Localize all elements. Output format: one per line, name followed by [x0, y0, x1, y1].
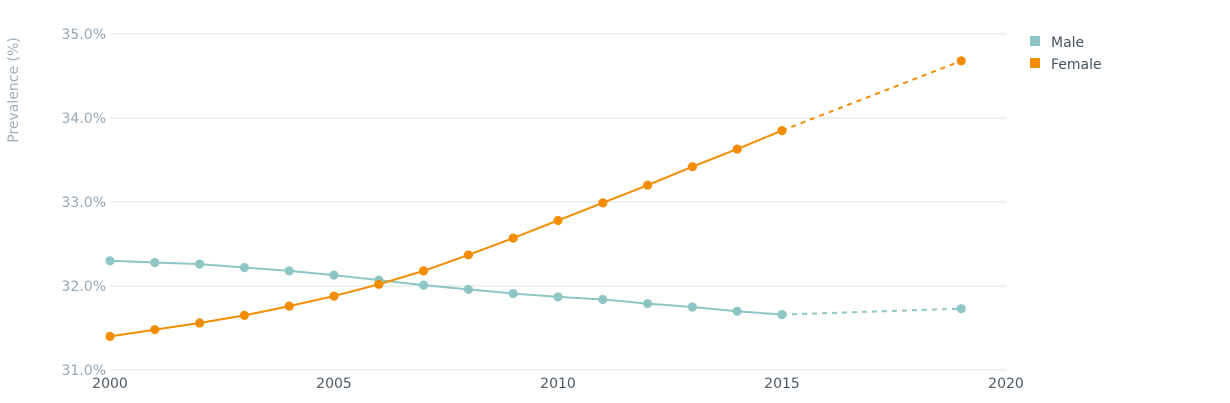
- legend-label: Female: [1051, 57, 1102, 73]
- series-point: [239, 262, 249, 273]
- y-tick-label: 35.0%: [62, 27, 106, 43]
- legend-layer: Male Female: [1030, 35, 1102, 73]
- x-tick-label: 2015: [764, 376, 800, 392]
- series-point: [732, 144, 742, 154]
- series-point: [956, 304, 966, 314]
- series-point: [105, 331, 115, 341]
- series-point: [687, 162, 698, 172]
- series-point: [329, 270, 339, 280]
- series-point: [777, 126, 787, 136]
- series-point: [956, 56, 966, 66]
- y-tick-label: 32.0%: [62, 279, 106, 295]
- x-tick-label: 2000: [92, 376, 128, 392]
- y-tick-label: 31.0%: [62, 363, 106, 379]
- x-tick-label: 2005: [316, 376, 352, 392]
- legend-label: Male: [1051, 35, 1084, 51]
- series-point: [195, 318, 205, 328]
- series-point: [195, 259, 205, 269]
- series-line: [109, 259, 783, 316]
- legend-swatch: [1030, 36, 1040, 46]
- series-point: [284, 266, 294, 276]
- x-tick-label: 2010: [540, 376, 576, 392]
- series-point: [598, 294, 608, 305]
- series-group: [105, 56, 966, 341]
- legend-swatch: [1030, 58, 1040, 68]
- series-layer: [105, 56, 966, 341]
- series-point: [508, 288, 518, 299]
- series-point: [105, 256, 115, 266]
- series-point: [643, 299, 653, 309]
- series-point: [463, 250, 473, 260]
- series-projection-line: [781, 307, 962, 316]
- y-tick-label: 33.0%: [62, 195, 106, 211]
- series-point: [150, 257, 160, 268]
- series-point: [777, 309, 787, 320]
- series-point: [732, 306, 742, 316]
- series-point: [329, 291, 339, 301]
- series-group: [105, 256, 966, 320]
- series-point: [553, 215, 563, 226]
- y-tick-label: 34.0%: [62, 111, 106, 127]
- series-point: [374, 279, 384, 289]
- series-point: [598, 198, 608, 208]
- axis-layer: 31.0% 32.0% 33.0% 34.0% 35.0% 2000 2005 2010 201…: [62, 27, 1024, 392]
- series-point: [284, 301, 294, 311]
- series-point: [643, 180, 653, 190]
- series-point: [419, 280, 429, 290]
- series-point: [687, 302, 698, 312]
- x-tick-label: 2020: [988, 376, 1024, 392]
- series-point: [553, 292, 563, 302]
- y-axis-label: Prevalence (%): [6, 37, 22, 143]
- series-point: [508, 233, 518, 243]
- series-point: [150, 325, 160, 335]
- grid-layer: [110, 33, 1006, 371]
- series-point: [419, 266, 429, 276]
- series-point: [463, 284, 473, 294]
- series-line: [109, 129, 783, 338]
- series-point: [239, 310, 249, 320]
- series-projection-line: [781, 59, 962, 132]
